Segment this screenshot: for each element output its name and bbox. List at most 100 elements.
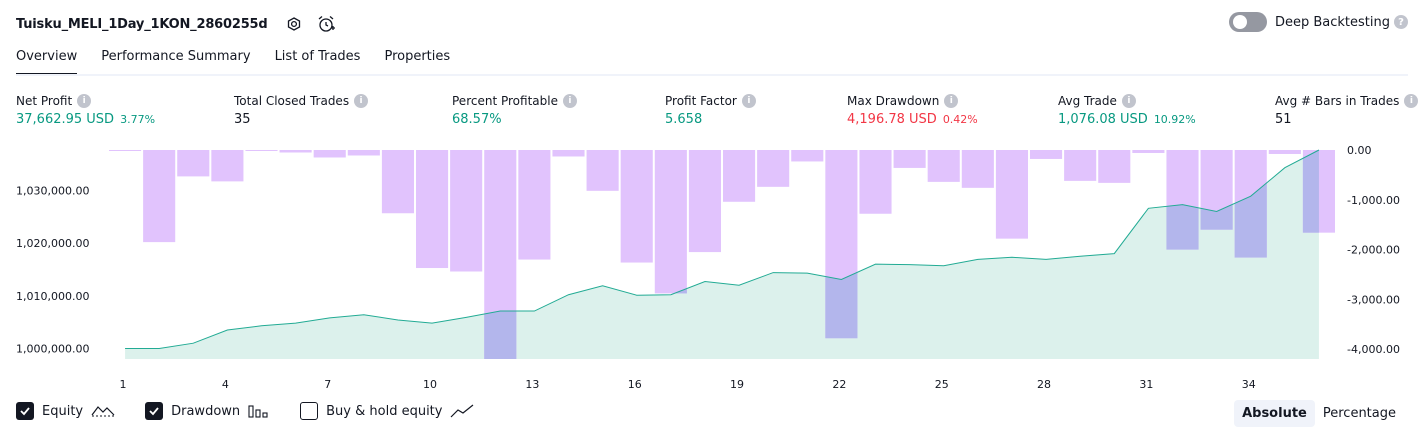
info-icon[interactable]: i [944, 94, 958, 108]
drawdown-bar [587, 150, 619, 191]
x-axis-tick-label: 4 [222, 378, 229, 391]
drawdown-bar [348, 150, 380, 155]
header-bar: Tuisku_MELI_1Day_1KON_2860255d [16, 10, 336, 38]
metric-profit-factor: Profit Factor i 5.658 [665, 93, 756, 129]
equity-drawdown-chart[interactable]: 1,000,000.00 1,010,000.00 1,020,000.00 1,03… [0, 140, 1424, 396]
drawdown-bar [621, 150, 653, 263]
deep-backtesting-label: Deep Backtesting [1275, 15, 1390, 30]
x-axis-tick-label: 28 [1037, 378, 1051, 391]
percentage-button[interactable]: Percentage [1315, 400, 1404, 427]
deep-backtesting: Deep Backtesting ? [1229, 12, 1408, 32]
drawdown-bar [1098, 150, 1130, 183]
drawdown-bar [928, 150, 960, 182]
equity-line-icon [91, 403, 115, 419]
info-icon[interactable]: i [563, 94, 577, 108]
tab-properties[interactable]: Properties [384, 44, 450, 76]
metric-value: 51 [1275, 112, 1292, 127]
right-axis-tick-label: -3,000.00 [1347, 293, 1400, 306]
drawdown-bar [552, 150, 584, 156]
legend-equity[interactable]: Equity [16, 402, 115, 420]
metric-label: Max Drawdown [847, 94, 939, 108]
drawdown-bar [996, 150, 1028, 239]
help-icon[interactable]: ? [1394, 15, 1408, 29]
chart-legend: Equity Drawdown Buy & hold equity [16, 402, 504, 420]
settings-icon[interactable] [284, 14, 304, 34]
metric-total-closed-trades: Total Closed Trades i 35 [234, 93, 368, 129]
drawdown-bar [314, 150, 346, 157]
buy-hold-checkbox[interactable] [300, 402, 318, 420]
metric-label: Percent Profitable [452, 94, 558, 108]
metric-label: Avg Trade [1058, 94, 1117, 108]
drawdown-bar [723, 150, 755, 202]
left-axis-tick-label: 1,000,000.00 [16, 342, 89, 355]
view-mode-toggle: Absolute Percentage [1234, 400, 1404, 427]
x-axis-tick-label: 25 [935, 378, 949, 391]
equity-checkbox[interactable] [16, 402, 34, 420]
deep-backtesting-toggle[interactable] [1229, 12, 1267, 32]
right-axis-tick-label: -4,000.00 [1347, 343, 1400, 356]
x-axis-tick-label: 13 [525, 378, 539, 391]
drawdown-bar [416, 150, 448, 268]
legend-label: Buy & hold equity [326, 404, 442, 419]
tab-overview[interactable]: Overview [16, 44, 77, 76]
metric-percent-profitable: Percent Profitable i 68.57% [452, 93, 577, 129]
drawdown-bar [757, 150, 789, 187]
drawdown-bar [211, 150, 243, 181]
x-axis-tick-label: 22 [832, 378, 846, 391]
drawdown-bar [143, 150, 175, 242]
metric-net-profit: Net Profit i 37,662.95 USD 3.77% [16, 93, 155, 129]
metric-avg-bars-in-trades: Avg # Bars in Trades i 51 [1275, 93, 1418, 129]
x-axis-tick-label: 7 [324, 378, 331, 391]
tab-list-of-trades[interactable]: List of Trades [275, 44, 361, 76]
metrics-row: Net Profit i 37,662.95 USD 3.77% Total Clo… [0, 93, 1424, 133]
drawdown-bars-icon [248, 403, 270, 419]
info-icon[interactable]: i [77, 94, 91, 108]
left-axis-tick-label: 1,010,000.00 [16, 290, 89, 303]
strategy-title: Tuisku_MELI_1Day_1KON_2860255d [16, 17, 268, 32]
drawdown-bar [1269, 150, 1301, 154]
drawdown-bar [109, 150, 141, 151]
tabs-divider [16, 74, 1408, 76]
tab-performance-summary[interactable]: Performance Summary [101, 44, 250, 76]
drawdown-bar [859, 150, 891, 214]
drawdown-bar [894, 150, 926, 168]
x-axis-tick-label: 19 [730, 378, 744, 391]
drawdown-bar [655, 150, 687, 293]
alarm-add-icon[interactable] [316, 14, 336, 34]
drawdown-bar [518, 150, 550, 260]
drawdown-bar [1064, 150, 1096, 181]
metric-value: 35 [234, 112, 251, 127]
metric-percent: 3.77% [120, 113, 155, 126]
drawdown-checkbox[interactable] [145, 402, 163, 420]
info-icon[interactable]: i [742, 94, 756, 108]
right-axis-tick-label: -2,000.00 [1347, 244, 1400, 257]
drawdown-bar [245, 150, 277, 151]
equity-area [125, 150, 1319, 359]
buy-hold-line-icon [450, 403, 474, 419]
drawdown-bar [791, 150, 823, 161]
metric-avg-trade: Avg Trade i 1,076.08 USD 10.92% [1058, 93, 1196, 129]
metric-max-drawdown: Max Drawdown i 4,196.78 USD 0.42% [847, 93, 978, 129]
info-icon[interactable]: i [1122, 94, 1136, 108]
legend-label: Equity [42, 404, 83, 419]
right-axis-tick-label: -1,000.00 [1347, 194, 1400, 207]
drawdown-bar [450, 150, 482, 272]
x-axis-tick-label: 1 [120, 378, 127, 391]
metric-percent: 0.42% [943, 113, 978, 126]
drawdown-bar [1030, 150, 1062, 159]
info-icon[interactable]: i [354, 94, 368, 108]
left-axis-tick-label: 1,030,000.00 [16, 184, 89, 197]
metric-percent: 10.92% [1154, 113, 1196, 126]
x-axis-tick-label: 10 [423, 378, 437, 391]
x-axis-tick-label: 34 [1242, 378, 1256, 391]
metric-label: Total Closed Trades [234, 94, 349, 108]
drawdown-bar [689, 150, 721, 252]
info-icon[interactable]: i [1404, 94, 1418, 108]
drawdown-bar [1132, 150, 1164, 153]
drawdown-bar [280, 150, 312, 152]
legend-drawdown[interactable]: Drawdown [145, 402, 270, 420]
metric-value: 68.57% [452, 112, 502, 127]
absolute-button[interactable]: Absolute [1234, 400, 1315, 427]
legend-buy-hold-equity[interactable]: Buy & hold equity [300, 402, 474, 420]
metric-value: 5.658 [665, 112, 702, 127]
